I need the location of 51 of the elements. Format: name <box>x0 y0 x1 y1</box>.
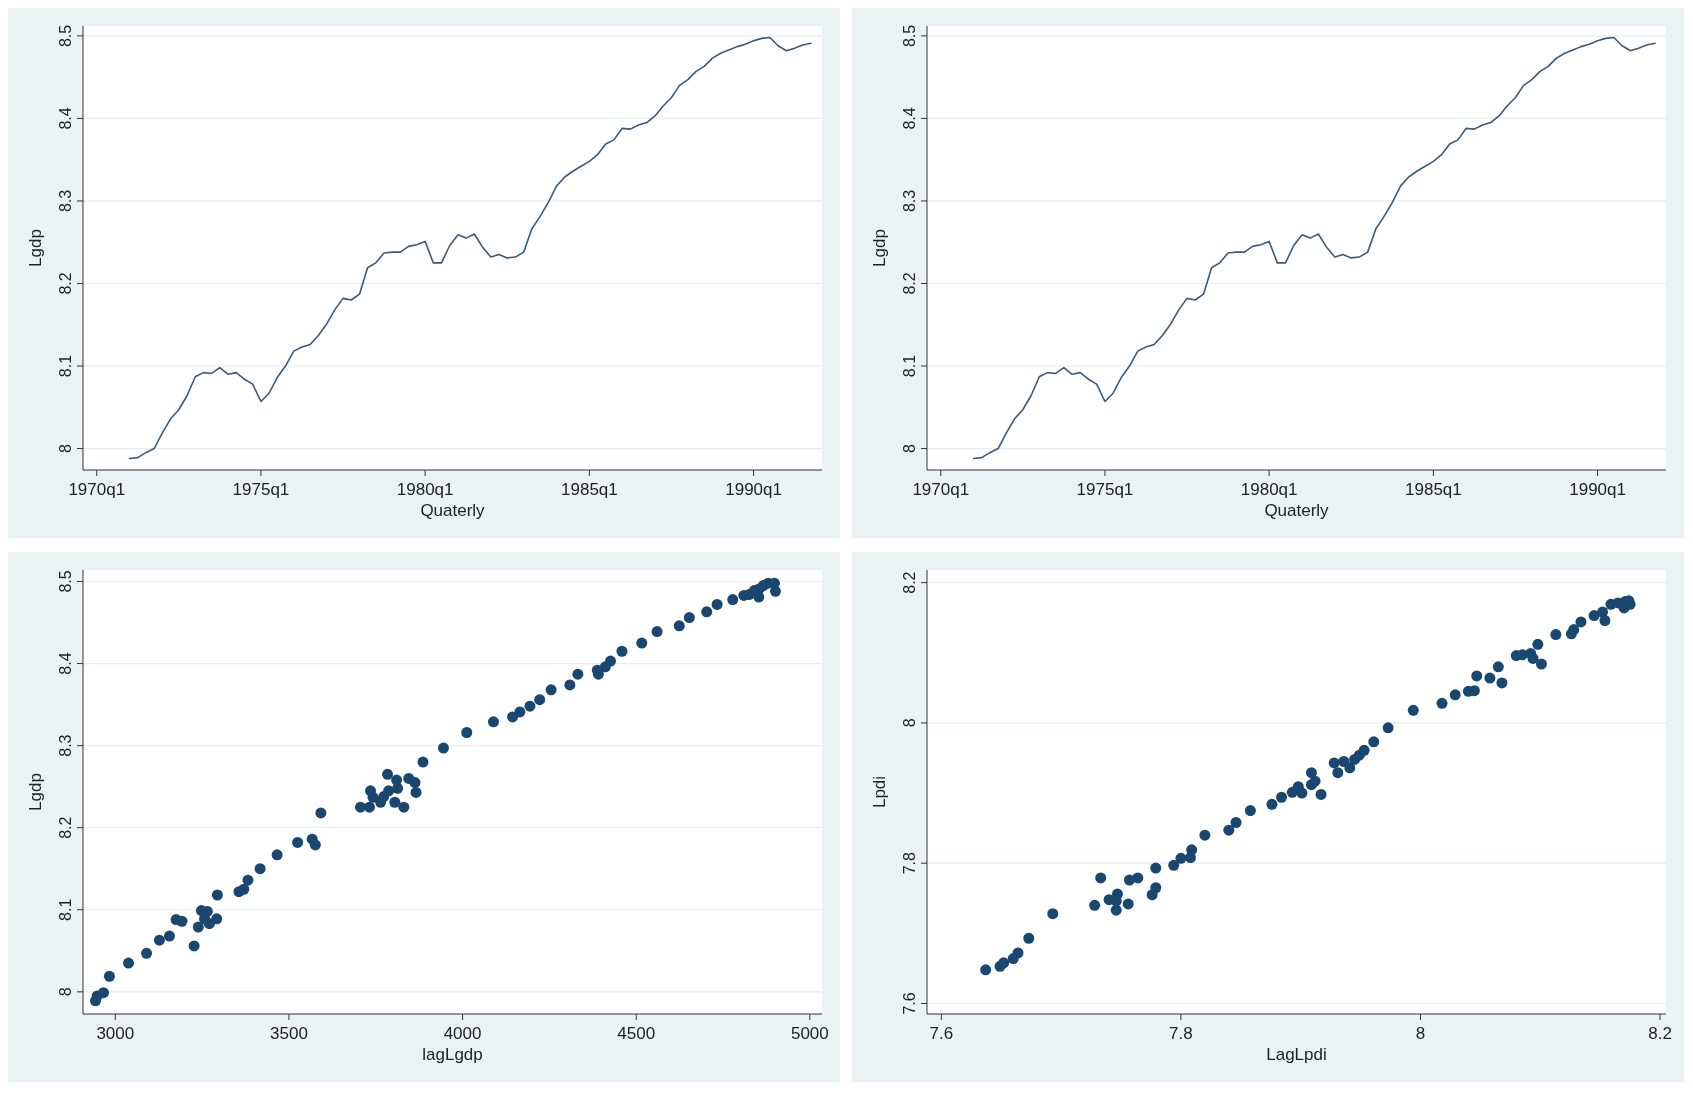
x-tick-label: 1970q1 <box>912 480 970 499</box>
x-tick-label: 4500 <box>617 1024 656 1043</box>
y-tick-label: 8.4 <box>57 652 74 675</box>
x-axis-title: Quaterly <box>1264 501 1330 520</box>
y-tick-label: 8.1 <box>57 354 74 378</box>
y-tick-label: 8.2 <box>901 272 918 295</box>
x-tick-label: 7.6 <box>929 1024 954 1043</box>
x-tick-label: 5000 <box>790 1024 829 1043</box>
y-tick-label: 8.5 <box>57 24 74 48</box>
y-axis-title: Lgdp <box>26 229 45 267</box>
y-axis-title: Lgdp <box>26 773 45 811</box>
x-tick-label: 8.2 <box>1648 1024 1672 1043</box>
x-tick-label: 1975q1 <box>232 480 290 499</box>
x-tick-label: 4000 <box>443 1024 482 1043</box>
y-tick-label: 8.5 <box>901 24 918 48</box>
y-tick-label: 8.3 <box>901 189 918 213</box>
y-tick-label: 8.5 <box>57 570 74 593</box>
y-tick-label: 8.3 <box>57 189 74 213</box>
line-series <box>128 36 812 460</box>
y-tick-label: 8.1 <box>901 354 918 378</box>
x-tick-label: 1980q1 <box>1240 480 1298 499</box>
y-tick-label: 8 <box>901 718 918 728</box>
x-tick-label: 1975q1 <box>1076 480 1134 499</box>
x-tick-label: 1985q1 <box>1405 480 1462 499</box>
y-tick-label: 8.3 <box>57 734 74 757</box>
x-tick-label: 1980q1 <box>396 480 454 499</box>
line-series <box>972 36 1656 460</box>
y-tick-label: 8.4 <box>57 107 74 130</box>
y-tick-label: 8.2 <box>57 272 74 295</box>
x-tick-label: 1990q1 <box>725 480 782 499</box>
y-tick-label: 7.6 <box>901 992 918 1015</box>
x-tick-label: 7.8 <box>1169 1024 1193 1043</box>
x-tick-label: 1985q1 <box>561 480 618 499</box>
y-tick-label: 8.4 <box>901 107 918 130</box>
y-axis-title: Lpdi <box>870 775 889 809</box>
x-axis-title: LagLpdi <box>1266 1045 1327 1064</box>
y-tick-label: 8 <box>901 444 918 453</box>
x-tick-label: 1970q1 <box>68 480 126 499</box>
y-tick-label: 7.8 <box>901 851 918 875</box>
x-tick-label: 1990q1 <box>1569 480 1626 499</box>
y-tick-label: 8.1 <box>57 898 74 921</box>
x-axis-title: lagLgdp <box>422 1045 483 1064</box>
x-axis-title: Quaterly <box>420 501 486 520</box>
y-tick-label: 8.2 <box>57 816 74 839</box>
y-tick-label: 8 <box>57 444 74 453</box>
y-tick-label: 8 <box>57 987 74 997</box>
y-tick-label: 8.2 <box>901 571 918 594</box>
y-axis-title: Lgdp <box>870 229 889 267</box>
x-tick-label: 3500 <box>270 1024 308 1043</box>
x-tick-label: 8 <box>1415 1024 1426 1043</box>
x-tick-label: 3000 <box>96 1024 135 1043</box>
